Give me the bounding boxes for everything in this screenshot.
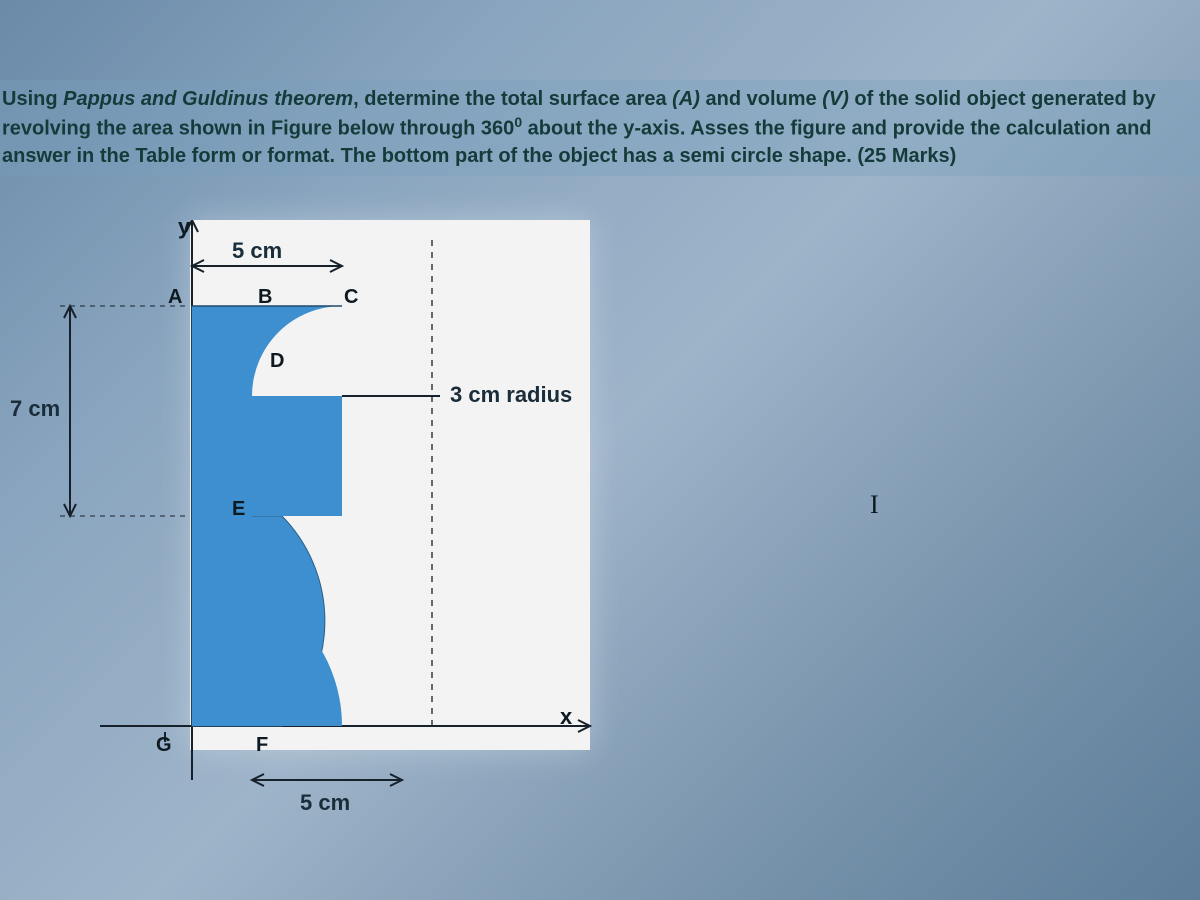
var-V: (V) (822, 88, 854, 110)
pt-D: D (270, 350, 284, 373)
x-axis-label: x (560, 704, 572, 730)
pt-A: A (168, 286, 182, 309)
theorem-name: Pappus and Guldinus theorem (63, 88, 353, 110)
y-axis-label: y (178, 214, 190, 240)
dim-5-bot: 5 cm (300, 790, 350, 816)
pt-E: E (232, 498, 245, 521)
page-root: Using Pappus and Guldinus theorem, deter… (0, 0, 1200, 900)
dim-radius: 3 cm radius (450, 382, 572, 408)
text: Using (2, 88, 63, 110)
blue-stem (192, 516, 252, 576)
text: , determine the total surface area (353, 88, 672, 110)
figure-stage: y x 5 cm 7 cm 3 cm radius 5 cm A B C D E… (0, 220, 800, 860)
dim-5-top: 5 cm (232, 238, 282, 264)
text: answer in the Table form or format. The … (2, 145, 857, 167)
problem-statement: Using Pappus and Guldinus theorem, deter… (0, 80, 1200, 176)
pt-B: B (258, 286, 272, 309)
marks: (25 Marks) (857, 145, 956, 167)
var-A: (A) (672, 88, 705, 110)
text: and volume (706, 88, 823, 110)
text: about the y-axis. Asses the figure and p… (522, 118, 1151, 140)
diagram-svg (0, 220, 800, 860)
pt-G: G (156, 734, 172, 757)
text-cursor-icon: I (870, 490, 879, 520)
dim-7: 7 cm (10, 396, 60, 422)
text: revolving the area shown in Figure below… (2, 118, 514, 140)
text: of the solid object generated by (854, 88, 1155, 110)
pt-F: F (256, 734, 268, 757)
pt-C: C (344, 286, 358, 309)
degree-superscript: 0 (514, 114, 522, 130)
